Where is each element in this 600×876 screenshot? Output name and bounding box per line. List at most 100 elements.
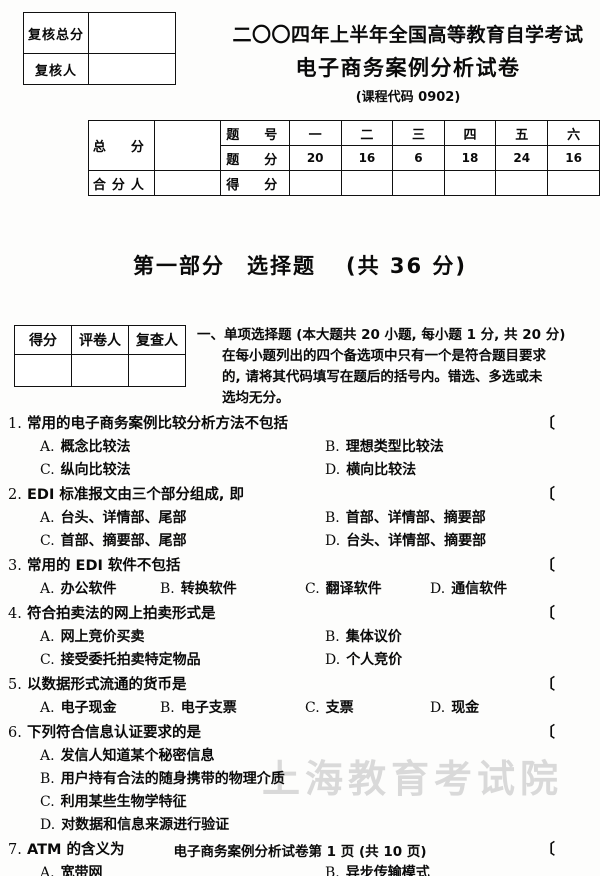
option-text: 电子现金 [60,700,117,716]
option-item[interactable]: B. 首部、详情部、摘要部 [300,507,560,530]
question-number: 2. [8,487,22,503]
option-item[interactable]: C. 利用某些生物学特征 [0,791,600,814]
sum-person-value[interactable] [153,170,221,196]
question-score-5: 24 [495,145,549,171]
earned-score-5[interactable] [495,170,549,196]
question-stem-row: 6. 下列符合信息认证要求的是 〔 〕 [0,721,600,745]
option-text: 用户持有合法的随身携带的物理介质 [60,771,285,787]
option-text: 利用某些生物学特征 [60,794,187,810]
option-item[interactable]: C. 支票 [305,697,430,720]
answer-bracket[interactable]: 〔 〕 [540,556,600,574]
earned-score-6[interactable] [547,170,600,196]
question-stem: 以数据形式流通的货币是 [27,677,187,693]
option-letter: B. [325,510,340,526]
question-number-6: 六 [547,120,600,146]
option-item[interactable]: A. 网上竞价买卖 [0,626,300,649]
option-letter: A. [40,581,55,597]
option-item[interactable]: C. 接受委托拍卖特定物品 [0,649,300,672]
question-number: 1. [8,416,22,432]
earned-score-4[interactable] [443,170,497,196]
option-text: 宽带网 [60,865,103,876]
option-item[interactable]: D. 横向比较法 [300,459,560,482]
option-item[interactable]: A. 概念比较法 [0,436,300,459]
earned-score-label: 得 分 [219,170,290,196]
option-letter: A. [40,700,55,716]
recheck-person-value[interactable] [88,53,176,85]
question-score-3: 6 [392,145,445,171]
question-score-4: 18 [443,145,497,171]
option-text: 发信人知道某个秘密信息 [60,748,215,764]
page-footer: 电子商务案例分析试卷第 1 页 (共 10 页) [173,844,427,860]
total-score-value[interactable] [153,120,221,171]
answer-bracket[interactable]: 〔 〕 [540,675,600,693]
question-number: 5. [8,677,22,693]
answer-bracket[interactable]: 〔 〕 [540,414,600,432]
question-stem: 下列符合信息认证要求的是 [27,725,201,741]
option-text: 异步传输模式 [345,865,430,876]
question-stem-row: 2. EDI 标准报文由三个部分组成, 即 〔 〕 [0,483,600,507]
option-item[interactable]: C. 首部、摘要部、尾部 [0,530,300,553]
option-item[interactable]: B. 转换软件 [160,578,305,601]
question-item: 2. EDI 标准报文由三个部分组成, 即 〔 〕 A. 台头、详情部、尾部 B. 首部、详… [0,483,600,553]
option-letter: A. [40,629,55,645]
question-item: 3. 常用的 EDI 软件不包括 〔 〕 A. 办公软件 B. 转换软件 C. 翻译软件 D. 通信… [0,554,600,601]
question-number: 6. [8,725,22,741]
option-item[interactable]: D. 台头、详情部、摘要部 [300,530,560,553]
option-item[interactable]: A. 办公软件 [0,578,160,601]
option-item[interactable]: A. 发信人知道某个秘密信息 [0,745,600,768]
answer-bracket[interactable]: 〔 〕 [540,604,600,622]
option-item[interactable]: A. 宽带网 [0,862,300,876]
option-row: A. 发信人知道某个秘密信息 B. 用户持有合法的随身携带的物理介质 C. 利用某些生物学… [0,745,600,837]
earned-score-1[interactable] [288,170,342,196]
question-stem-row: 1. 常用的电子商务案例比较分析方法不包括 〔 〕 [0,412,600,436]
question-stem-row: 3. 常用的 EDI 软件不包括 〔 〕 [0,554,600,578]
section-instruction: 一、单项选择题 (本大题共 20 小题, 每小题 1 分, 共 20 分) 在每… [197,325,597,409]
answer-bracket[interactable]: 〔 〕 [540,485,600,503]
option-item[interactable]: C. 翻译软件 [305,578,430,601]
option-text: 对数据和信息来源进行验证 [61,817,230,833]
earned-score-3[interactable] [392,170,445,196]
option-item[interactable]: A. 台头、详情部、尾部 [0,507,300,530]
option-letter: B. [40,771,55,787]
option-item[interactable]: D. 对数据和信息来源进行验证 [0,814,600,837]
question-item: 5. 以数据形式流通的货币是 〔 〕 A. 电子现金 B. 电子支票 C. 支票 D. 现金 [0,673,600,720]
option-row: A. 办公软件 B. 转换软件 C. 翻译软件 D. 通信软件 [0,578,600,601]
grading-box-table: 得分 评卷人 复查人 [14,325,186,387]
option-item[interactable]: A. 电子现金 [0,697,160,720]
option-letter: B. [160,700,175,716]
option-item[interactable]: D. 个人竞价 [300,649,560,672]
course-code: (课程代码 0902) [355,90,461,105]
option-item[interactable]: C. 纵向比较法 [0,459,300,482]
question-list: 1.常用的电子商务案例比较分析方法不包括〔 〕A.概念比较法B.理想类型比较法C… [0,412,600,876]
answer-bracket[interactable]: 〔 〕 [540,723,600,741]
option-item[interactable]: D. 现金 [430,697,530,720]
answer-bracket[interactable]: 〔 〕 [540,840,600,858]
recheck-total-value[interactable] [88,12,176,54]
option-item[interactable]: B. 异步传输模式 [300,862,560,876]
option-letter: D. [430,700,446,716]
option-letter: A. [40,439,55,455]
option-item[interactable]: B. 理想类型比较法 [300,436,560,459]
grading-marker-value[interactable] [71,354,129,387]
option-text: 翻译软件 [325,581,382,597]
exam-year-title: 二〇〇四年上半年全国高等教育自学考试 [232,24,584,46]
option-item[interactable]: D. 通信软件 [430,578,530,601]
recheck-table: 复核总分 复核人 [23,12,176,85]
earned-score-2[interactable] [340,170,394,196]
question-number-3: 三 [392,120,445,146]
option-item[interactable]: B. 用户持有合法的随身携带的物理介质 [0,768,600,791]
option-text: 纵向比较法 [60,462,131,478]
question-item: 6. 下列符合信息认证要求的是 〔 〕 A. 发信人知道某个秘密信息 B. 用户持有合法的随… [0,721,600,837]
option-item[interactable]: B. 电子支票 [160,697,305,720]
option-text: 横向比较法 [346,462,417,478]
option-text: 概念比较法 [60,439,131,455]
question-score-1: 20 [288,145,342,171]
question-stem: 常用的 EDI 软件不包括 [27,558,181,574]
option-row: A. 电子现金 B. 电子支票 C. 支票 D. 现金 [0,697,600,720]
grading-reviewer-value[interactable] [128,354,186,387]
grading-score-value[interactable] [14,354,72,387]
option-item[interactable]: B. 集体议价 [300,626,560,649]
option-text: 通信软件 [451,581,508,597]
option-text: 网上竞价买卖 [60,629,145,645]
section-instruction-line-3: 的, 请将其代码填写在题后的括号内。错选、多选或未 [222,369,543,385]
